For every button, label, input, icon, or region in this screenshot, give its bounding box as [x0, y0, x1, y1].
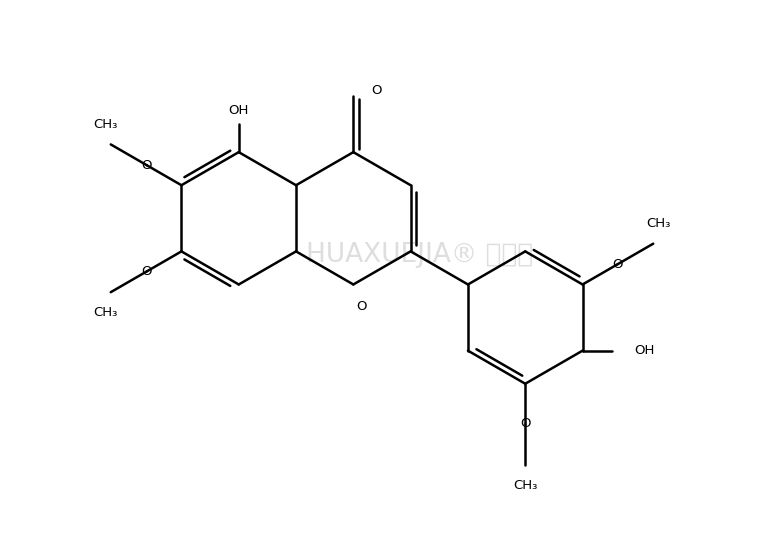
Text: OH: OH [229, 104, 249, 117]
Text: CH₃: CH₃ [93, 306, 118, 319]
Text: O: O [520, 417, 530, 430]
Text: CH₃: CH₃ [513, 479, 537, 492]
Text: O: O [371, 85, 382, 97]
Text: O: O [142, 159, 152, 172]
Text: CH₃: CH₃ [93, 118, 118, 131]
Text: O: O [611, 258, 622, 271]
Text: O: O [142, 265, 152, 278]
Text: HUAXUEJIA® 化学加: HUAXUEJIA® 化学加 [306, 242, 533, 268]
Text: OH: OH [635, 344, 655, 357]
Text: CH₃: CH₃ [646, 217, 670, 230]
Text: O: O [356, 300, 367, 313]
